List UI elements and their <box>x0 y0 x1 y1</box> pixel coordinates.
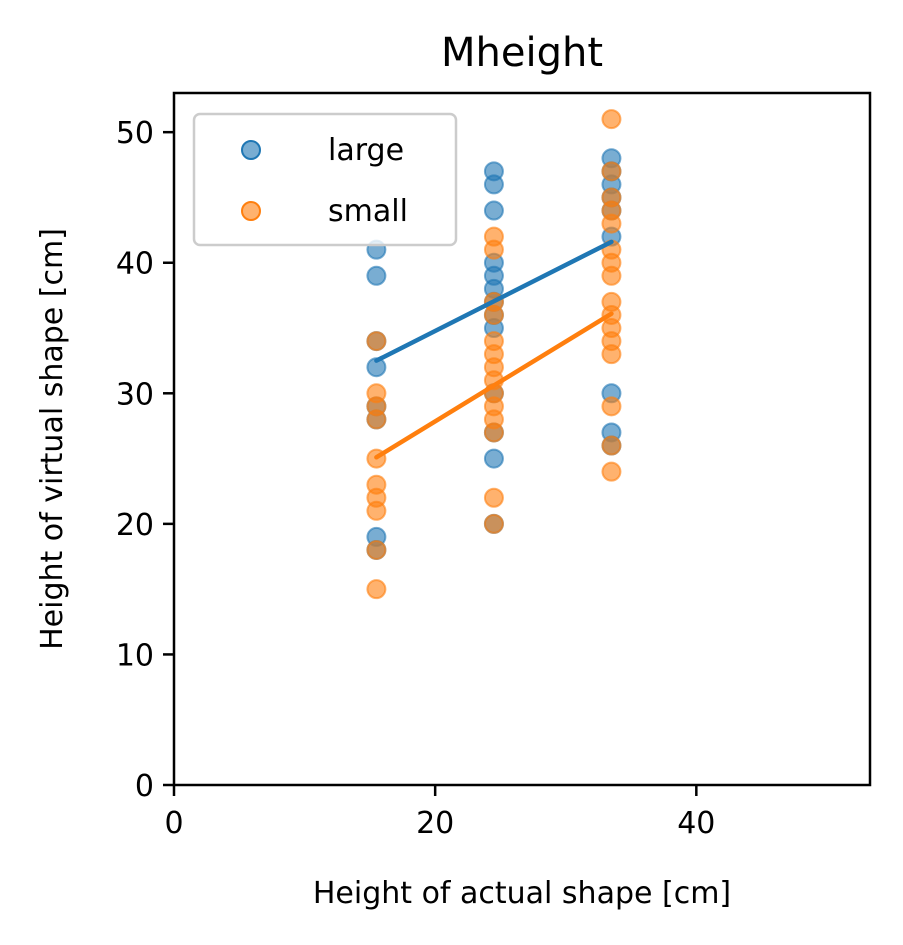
legend-marker-small <box>241 201 261 221</box>
data-point-large <box>483 200 504 221</box>
data-points <box>366 109 622 600</box>
y-axis-label: Height of virtual shape [cm] <box>35 228 70 650</box>
fit-line-large <box>374 239 614 363</box>
chart-title: Mheight <box>441 30 603 76</box>
data-point-small <box>601 344 622 365</box>
fit-line-small <box>374 311 614 460</box>
y-tick-label: 30 <box>116 377 154 412</box>
data-point-large <box>483 448 504 469</box>
y-tick-label: 20 <box>116 508 154 543</box>
x-axis-ticks: 0 20 40 <box>164 785 715 841</box>
data-point-small <box>366 331 387 352</box>
legend-label-large: large <box>328 133 404 168</box>
legend-box <box>192 112 458 247</box>
data-point-small <box>601 435 622 456</box>
y-tick-label: 0 <box>135 769 154 804</box>
legend: large small <box>192 112 458 247</box>
data-point-small <box>601 161 622 182</box>
legend-label-small: small <box>328 194 408 229</box>
data-point-small <box>366 539 387 560</box>
plot-frame <box>172 91 872 787</box>
data-point-small <box>366 409 387 430</box>
data-point-small <box>366 579 387 600</box>
legend-marker-large <box>241 140 261 160</box>
data-point-small <box>601 213 622 234</box>
data-point-small <box>601 109 622 130</box>
data-point-small <box>366 500 387 521</box>
x-axis-label: Height of actual shape [cm] <box>313 876 731 911</box>
y-axis-ticks: 0 10 20 30 40 50 <box>116 116 174 804</box>
y-tick-label: 40 <box>116 247 154 282</box>
data-point-small <box>483 487 504 508</box>
data-point-large <box>366 265 387 286</box>
data-point-small <box>601 396 622 417</box>
fit-lines <box>374 239 614 460</box>
x-tick-label: 0 <box>164 806 183 841</box>
data-point-small <box>601 461 622 482</box>
y-tick-label: 10 <box>116 638 154 673</box>
data-point-small <box>601 265 622 286</box>
data-point-small <box>483 304 504 325</box>
x-tick-label: 20 <box>416 806 454 841</box>
data-point-small <box>483 422 504 443</box>
data-point-large <box>483 174 504 195</box>
data-point-small <box>483 239 504 260</box>
y-tick-label: 50 <box>116 116 154 151</box>
data-point-small <box>483 513 504 534</box>
x-tick-label: 40 <box>677 806 715 841</box>
